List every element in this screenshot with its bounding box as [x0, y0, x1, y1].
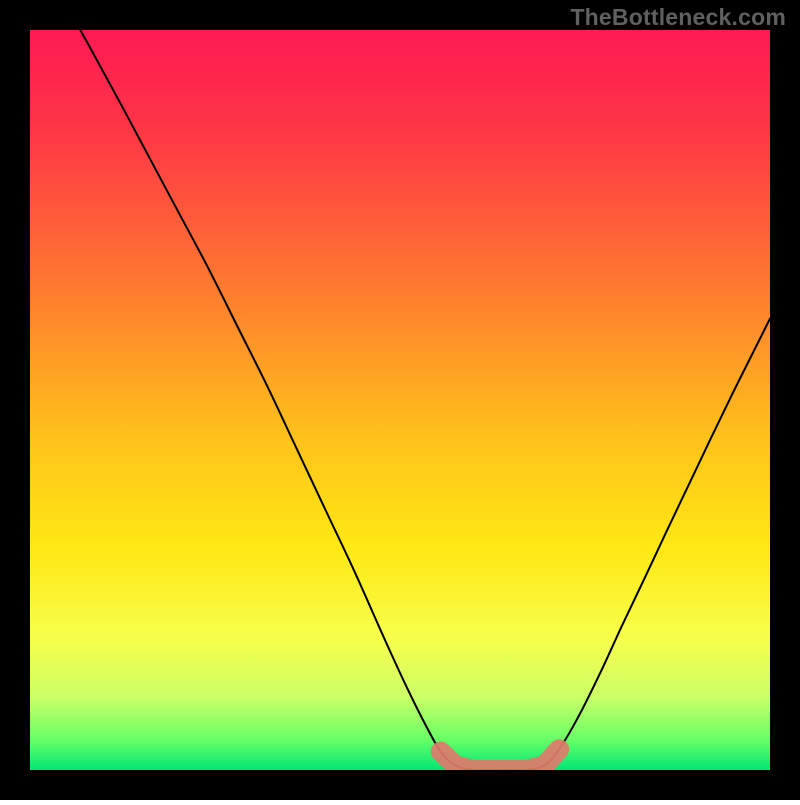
- bottleneck-chart: [0, 0, 800, 800]
- chart-svg: [0, 0, 800, 800]
- watermark-text: TheBottleneck.com: [570, 4, 786, 31]
